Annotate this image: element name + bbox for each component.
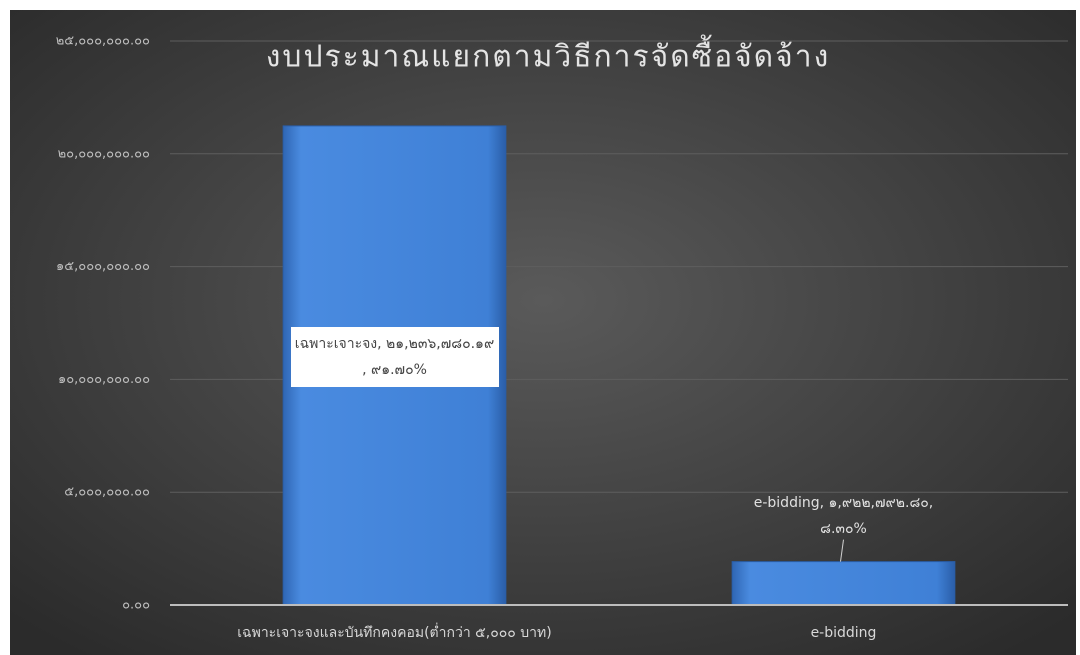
x-tick-label: e-bidding <box>811 625 877 641</box>
leader-line <box>840 539 844 562</box>
x-tick-label: เฉพาะเจาะจงและบันทึกคงคอม(ต่ำกว่า ๕,๐๐๐ … <box>237 623 551 641</box>
y-tick-label: ๐.๐๐ <box>122 598 150 613</box>
chart-background <box>10 10 1076 655</box>
y-tick-label: ๑๐,๐๐๐,๐๐๐.๐๐ <box>58 372 150 387</box>
data-label: เฉพาะเจาะจง, ๒๑,๒๓๖,๗๘๐.๑๙ , ๙๑.๗๐% <box>290 327 499 388</box>
bar <box>731 561 956 606</box>
y-tick-label: ๒๕,๐๐๐,๐๐๐.๐๐ <box>56 34 150 49</box>
data-label: e-bidding, ๑,๙๒๒,๗๙๒.๘๐, ๘.๓๐% <box>753 494 934 537</box>
y-tick-label: ๕,๐๐๐,๐๐๐.๐๐ <box>64 485 150 500</box>
y-tick-label: ๒๐,๐๐๐,๐๐๐.๐๐ <box>58 146 150 161</box>
y-tick-label: ๑๕,๐๐๐,๐๐๐.๐๐ <box>56 259 150 274</box>
